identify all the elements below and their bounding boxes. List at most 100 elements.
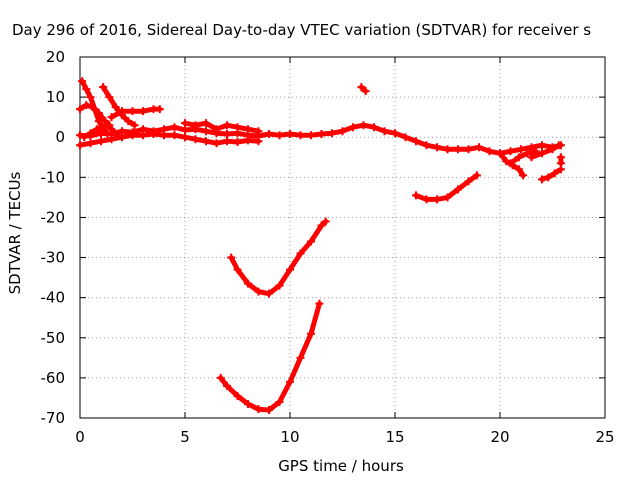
data-point (433, 195, 441, 204)
data-point (296, 353, 305, 362)
data-point (105, 121, 114, 130)
data-point (113, 131, 122, 140)
data-point (554, 141, 563, 150)
y-tick-label: -10 (41, 168, 66, 186)
data-point (275, 397, 284, 406)
x-tick-label: 20 (490, 428, 509, 446)
data-series (76, 121, 565, 158)
y-tick-label: -20 (41, 208, 66, 226)
data-point (275, 281, 284, 290)
data-point (103, 129, 112, 138)
plot-area (76, 77, 565, 414)
data-point (359, 121, 368, 130)
y-tick-label: 10 (46, 88, 65, 106)
data-point (107, 113, 116, 122)
data-point (548, 145, 557, 154)
data-point (391, 129, 399, 138)
data-point (86, 93, 95, 102)
data-point (111, 103, 120, 112)
data-point (86, 129, 95, 138)
data-point (233, 391, 242, 400)
y-tick-label: -30 (41, 249, 66, 267)
data-point (307, 131, 315, 140)
data-point (538, 141, 546, 150)
data-point (170, 131, 179, 140)
data-point (202, 127, 210, 136)
data-point (181, 133, 189, 142)
data-point (99, 123, 108, 132)
data-point (265, 405, 273, 414)
data-point (88, 103, 97, 112)
data-series (538, 165, 565, 184)
data-point (97, 137, 105, 146)
data-point (454, 185, 462, 194)
axes (79, 56, 606, 419)
data-point (328, 129, 336, 138)
data-point (307, 237, 315, 246)
data-point (538, 175, 546, 184)
data-point (216, 373, 225, 382)
y-tick-label: -50 (41, 329, 66, 347)
data-point (233, 123, 242, 132)
series-trace (218, 301, 322, 413)
y-tick-label: 0 (55, 128, 65, 146)
data-point (80, 133, 89, 142)
data-point (139, 107, 147, 116)
data-point (212, 139, 221, 148)
data-point (370, 123, 378, 132)
y-axis-label: SDTVAR / TECUs (6, 171, 24, 294)
data-point (254, 127, 263, 136)
data-point (155, 105, 164, 114)
data-point (244, 125, 252, 134)
data-point (191, 135, 200, 144)
data-point (286, 130, 294, 139)
data-series (506, 147, 540, 168)
data-point (380, 127, 389, 136)
data-point (82, 85, 91, 94)
data-point (223, 121, 231, 130)
data-point (233, 265, 242, 274)
data-point (101, 117, 110, 126)
data-point (86, 139, 95, 148)
data-point (422, 141, 431, 150)
data-point (244, 136, 252, 145)
data-point (338, 127, 347, 136)
data-point (82, 101, 91, 110)
data-point (105, 93, 114, 102)
plot-frame (79, 56, 606, 419)
data-point (191, 121, 200, 130)
data-point (94, 109, 103, 118)
data-point (128, 107, 137, 116)
x-tick-label: 15 (385, 428, 404, 446)
data-series (76, 130, 263, 150)
data-point (202, 119, 210, 128)
data-point (107, 135, 116, 144)
data-series (216, 299, 324, 414)
data-point (317, 130, 326, 139)
x-axis-label: GPS time / hours (278, 457, 404, 475)
ticks: 0 5 10 15 20 25 -70 -60 -50 -40 -30 -20 -10 0 10 20 (41, 48, 615, 446)
data-point (254, 405, 263, 414)
data-series (181, 119, 263, 136)
data-series (227, 217, 330, 298)
data-point (118, 107, 126, 116)
data-point (433, 143, 441, 152)
data-point (514, 165, 523, 174)
x-tick-label: 5 (180, 428, 190, 446)
data-point (124, 117, 133, 126)
data-point (506, 147, 515, 156)
grid (80, 57, 605, 418)
data-point (317, 221, 326, 230)
data-point (202, 137, 210, 146)
data-point (139, 131, 147, 140)
data-point (472, 171, 481, 180)
data-series (107, 105, 164, 122)
data-point (170, 123, 179, 132)
data-point (502, 157, 511, 166)
data-point (286, 377, 294, 386)
data-point (76, 141, 84, 150)
data-series (556, 153, 565, 168)
data-point (160, 131, 168, 140)
data-point (233, 138, 242, 147)
